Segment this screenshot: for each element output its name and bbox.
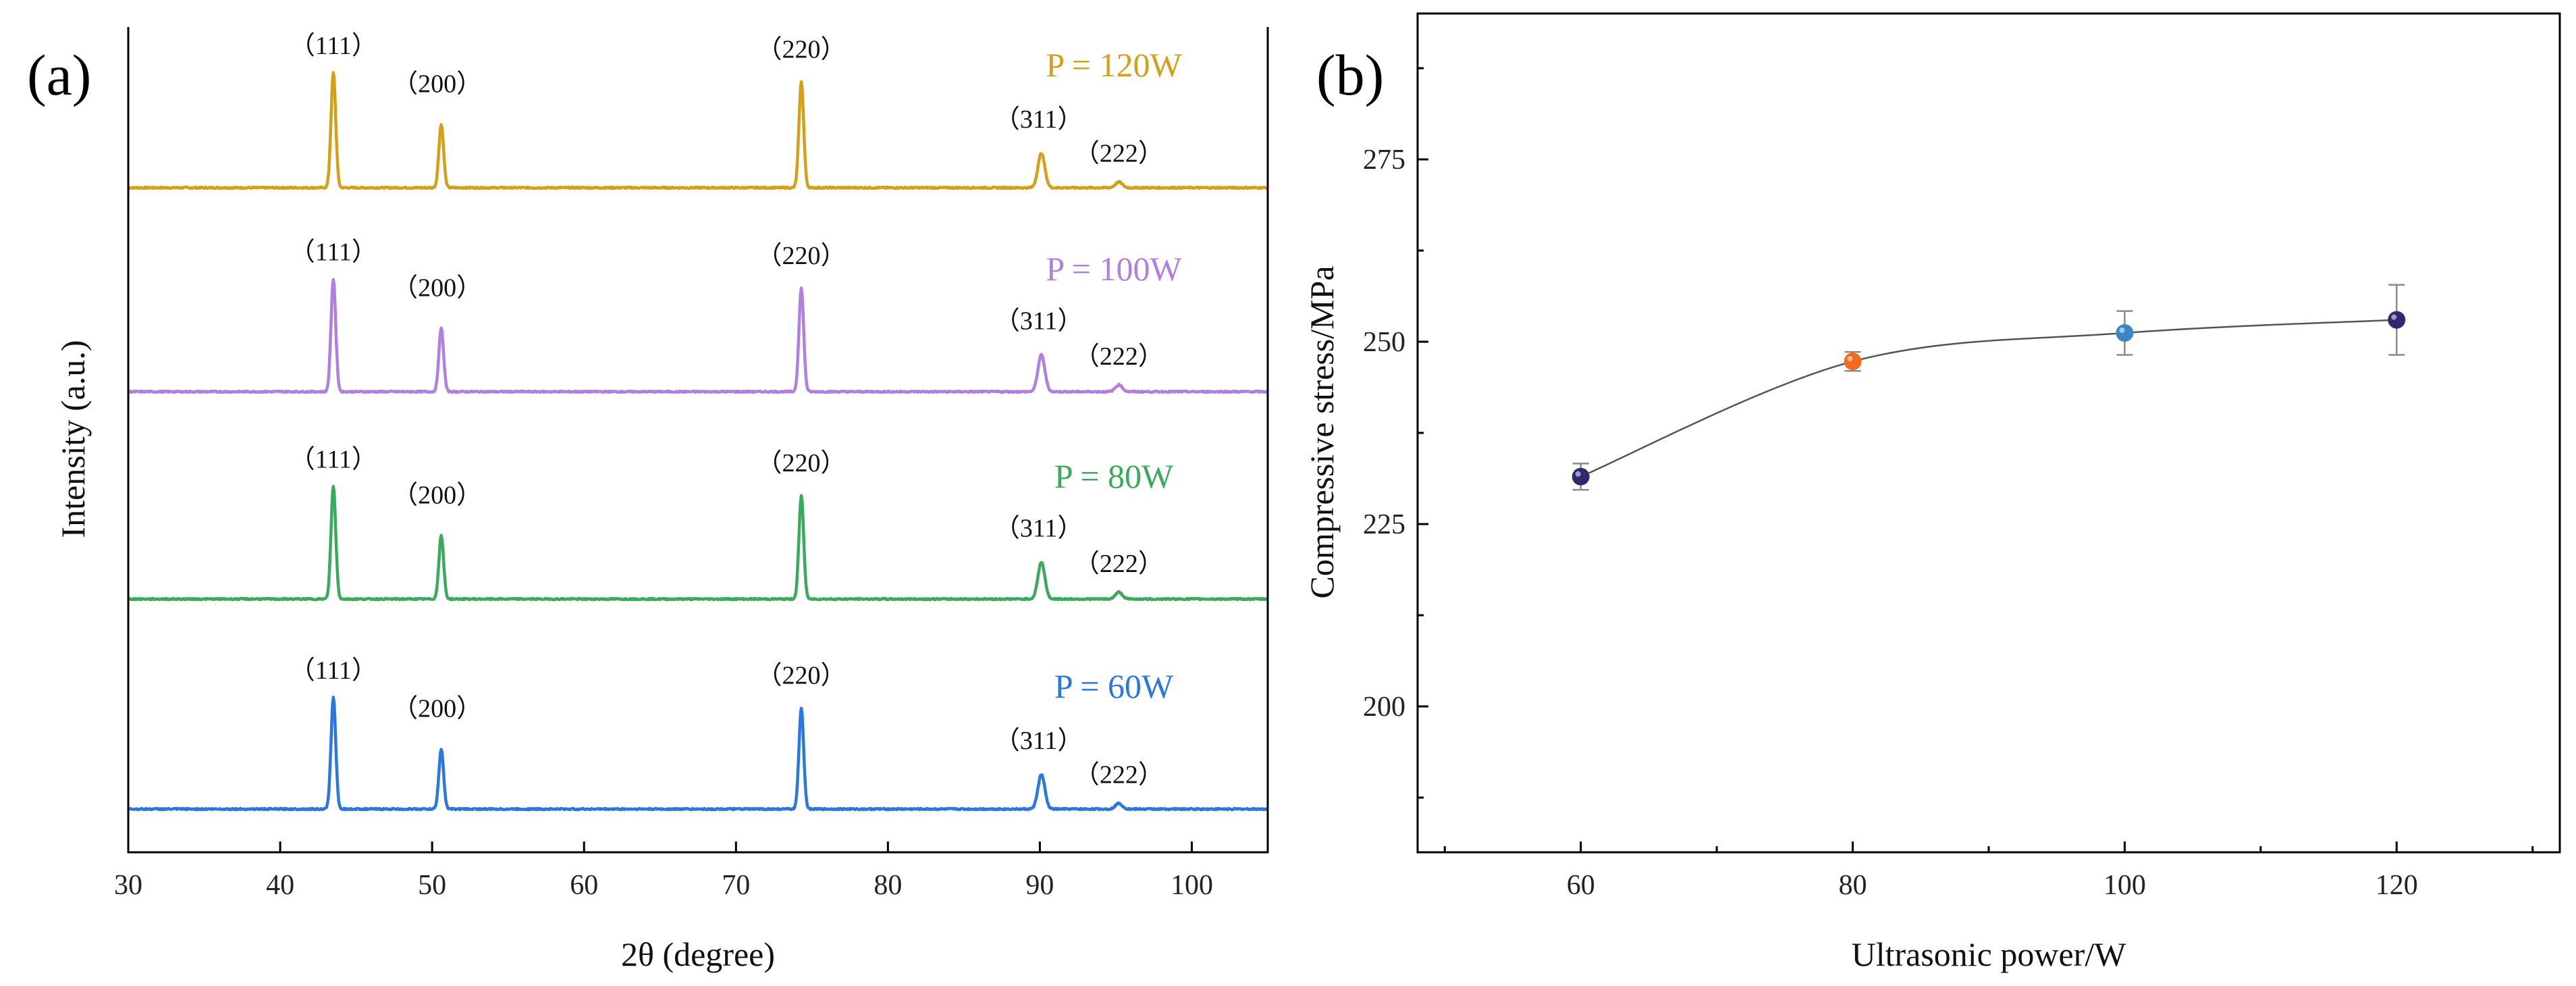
peak-label: （311） — [994, 727, 1083, 755]
panel-b-x-tick-label: 60 — [1567, 870, 1595, 901]
data-point — [2116, 324, 2134, 342]
data-point-highlight — [1575, 471, 1581, 477]
xrd-series-line — [127, 696, 1269, 812]
data-point — [2388, 311, 2406, 329]
panel-b-y-tick-label: 200 — [1363, 692, 1405, 723]
xrd-series-line — [127, 278, 1269, 394]
peak-label: （220） — [757, 661, 847, 690]
peak-label: （311） — [994, 515, 1083, 543]
data-point — [1572, 467, 1590, 486]
data-point — [1844, 353, 1862, 371]
peak-label: （111） — [290, 238, 377, 266]
peak-label: （222） — [1074, 342, 1164, 371]
panel-b-y-tick-label: 275 — [1363, 145, 1405, 176]
panel-b-y-tick-label: 225 — [1363, 509, 1405, 540]
peak-label: （220） — [757, 242, 847, 270]
series-label: P = 80W — [1054, 457, 1174, 495]
panel-b-x-tick-label: 100 — [2103, 870, 2146, 901]
stress-connect-line — [1580, 319, 2397, 477]
peak-label: （311） — [994, 307, 1083, 336]
panel-b-label: (b) — [1316, 43, 1384, 107]
panel-b-marks — [1572, 284, 2406, 491]
xrd-series: （111） （200） （220） （311） （222） P = 80W — [127, 445, 1269, 602]
panel-a-x-tick-label: 70 — [722, 870, 750, 901]
panel-b-x-tick-label: 80 — [1839, 870, 1867, 901]
panel-a-x-tick-label: 100 — [1171, 870, 1213, 901]
series-label: P = 100W — [1046, 250, 1182, 288]
panel-a-x-tick-label: 50 — [418, 870, 446, 901]
panel-b-y-tick-label: 250 — [1363, 327, 1405, 358]
data-point-highlight — [1847, 356, 1853, 362]
panel-b-y-axis-title: Compressive stress/MPa — [1303, 265, 1341, 598]
peak-label: （220） — [757, 36, 847, 64]
peak-label: （222） — [1074, 140, 1164, 168]
xrd-series-line — [127, 484, 1269, 602]
data-point-highlight — [2119, 328, 2125, 334]
peak-label: （220） — [757, 449, 847, 477]
panel-b-frame — [1416, 12, 2561, 854]
peak-label: （222） — [1074, 550, 1164, 578]
xrd-series: （111） （200） （220） （311） （222） P = 60W — [127, 656, 1269, 812]
panel-a-x-tick-label: 30 — [114, 870, 142, 901]
panel-a-label: (a) — [27, 43, 91, 107]
panel-a-y-axis-title: Intensity (a.u.) — [54, 340, 92, 538]
peak-label: （200） — [392, 695, 482, 723]
panel-a-series-group: （111） （200） （220） （311） （222） P = 120W （111） （2… — [127, 32, 1269, 812]
data-point-highlight — [2391, 314, 2397, 320]
panel-b: (b) 60 80 100 120 200 225 250 275 Ultrasonic po… — [1303, 12, 2561, 973]
peak-label: （111） — [290, 32, 377, 60]
xrd-series: （111） （200） （220） （311） （222） P = 100W — [127, 238, 1269, 394]
panel-a-x-tick-label: 80 — [874, 870, 902, 901]
panel-b-x-axis-title: Ultrasonic power/W — [1852, 935, 2127, 973]
peak-label: （222） — [1074, 761, 1164, 789]
panel-a-frame — [127, 27, 1269, 854]
peak-label: （200） — [392, 70, 482, 99]
peak-label: （111） — [290, 656, 377, 685]
peak-label: （111） — [290, 445, 377, 473]
series-label: P = 120W — [1046, 46, 1182, 84]
panel-b-ticks: 60 80 100 120 200 225 250 275 — [1363, 67, 2534, 901]
panel-a-x-axis-title: 2θ (degree) — [621, 935, 775, 973]
series-label: P = 60W — [1054, 667, 1174, 705]
panel-a-x-tick-label: 90 — [1025, 870, 1054, 901]
panel-a-x-tick-label: 40 — [266, 870, 294, 901]
peak-label: （311） — [994, 105, 1083, 134]
panel-a-x-tick-label: 60 — [570, 870, 598, 901]
peak-label: （200） — [392, 482, 482, 510]
panel-a: (a) （111）（200）（220）（311）（222）P = 120W（11… — [27, 27, 1269, 973]
xrd-series: （111） （200） （220） （311） （222） P = 120W — [127, 32, 1269, 190]
xrd-series-line — [127, 71, 1269, 190]
peak-label: （200） — [392, 274, 482, 303]
panel-b-x-tick-label: 120 — [2376, 870, 2418, 901]
panel-a-x-ticks: 30 40 50 60 70 80 90 100 — [114, 841, 1213, 901]
